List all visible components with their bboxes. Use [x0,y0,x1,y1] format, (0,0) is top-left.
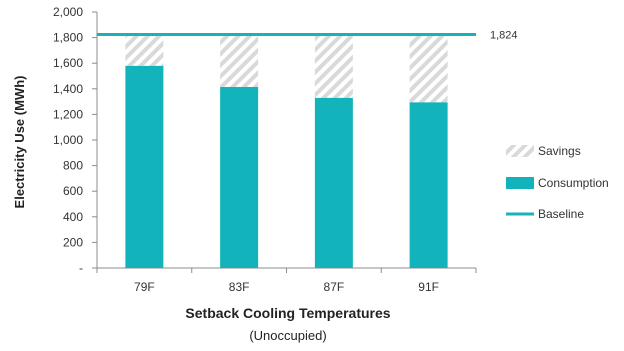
y-tick-label: - [79,261,83,275]
y-tick-label: 1,200 [53,107,83,121]
legend-label: Savings [538,144,581,158]
bars [125,34,448,269]
consumption-bar [220,86,259,268]
x-axis-subtitle: (Unoccupied) [249,328,326,343]
x-tick-label: 79F [134,280,155,294]
y-tick-label: 1,000 [53,133,83,147]
y-tick-label: 1,600 [53,56,83,70]
legend-label: Consumption [538,176,609,190]
legend-swatch-consumption [506,177,534,189]
consumption-bar [314,97,353,268]
legend-label: Baseline [538,207,584,221]
baseline-value-label: 1,824 [490,30,518,42]
savings-bar [409,34,448,103]
savings-bar [220,34,259,87]
y-tick-label: 200 [63,235,83,249]
x-tick-label: 91F [418,280,439,294]
legend-swatch-savings [506,145,534,157]
y-axis-title: Electricity Use (MWh) [12,76,27,209]
baseline-series: 1,824 [97,30,518,42]
x-axis: 79F 83F 87F 91F [96,267,477,294]
y-tick-label: 1,400 [53,82,83,96]
savings-bar [314,34,353,98]
y-tick-label: 400 [63,210,83,224]
x-axis-title: Setback Cooling Temperatures [185,305,390,321]
y-tick-label: 1,800 [53,31,83,45]
x-tick-label: 87F [324,280,345,294]
x-tick-label: 83F [229,280,250,294]
y-tick-label: 800 [63,159,83,173]
consumption-bar [125,65,164,268]
y-tick-label: 2,000 [53,5,83,19]
y-axis: - 200 400 600 800 1,000 1,200 1,400 1,600 1,800 2,… [53,5,98,275]
legend: Savings Consumption Baseline [506,144,609,221]
y-tick-label: 600 [63,184,83,198]
savings-bar [125,34,164,66]
consumption-bar [409,102,448,269]
